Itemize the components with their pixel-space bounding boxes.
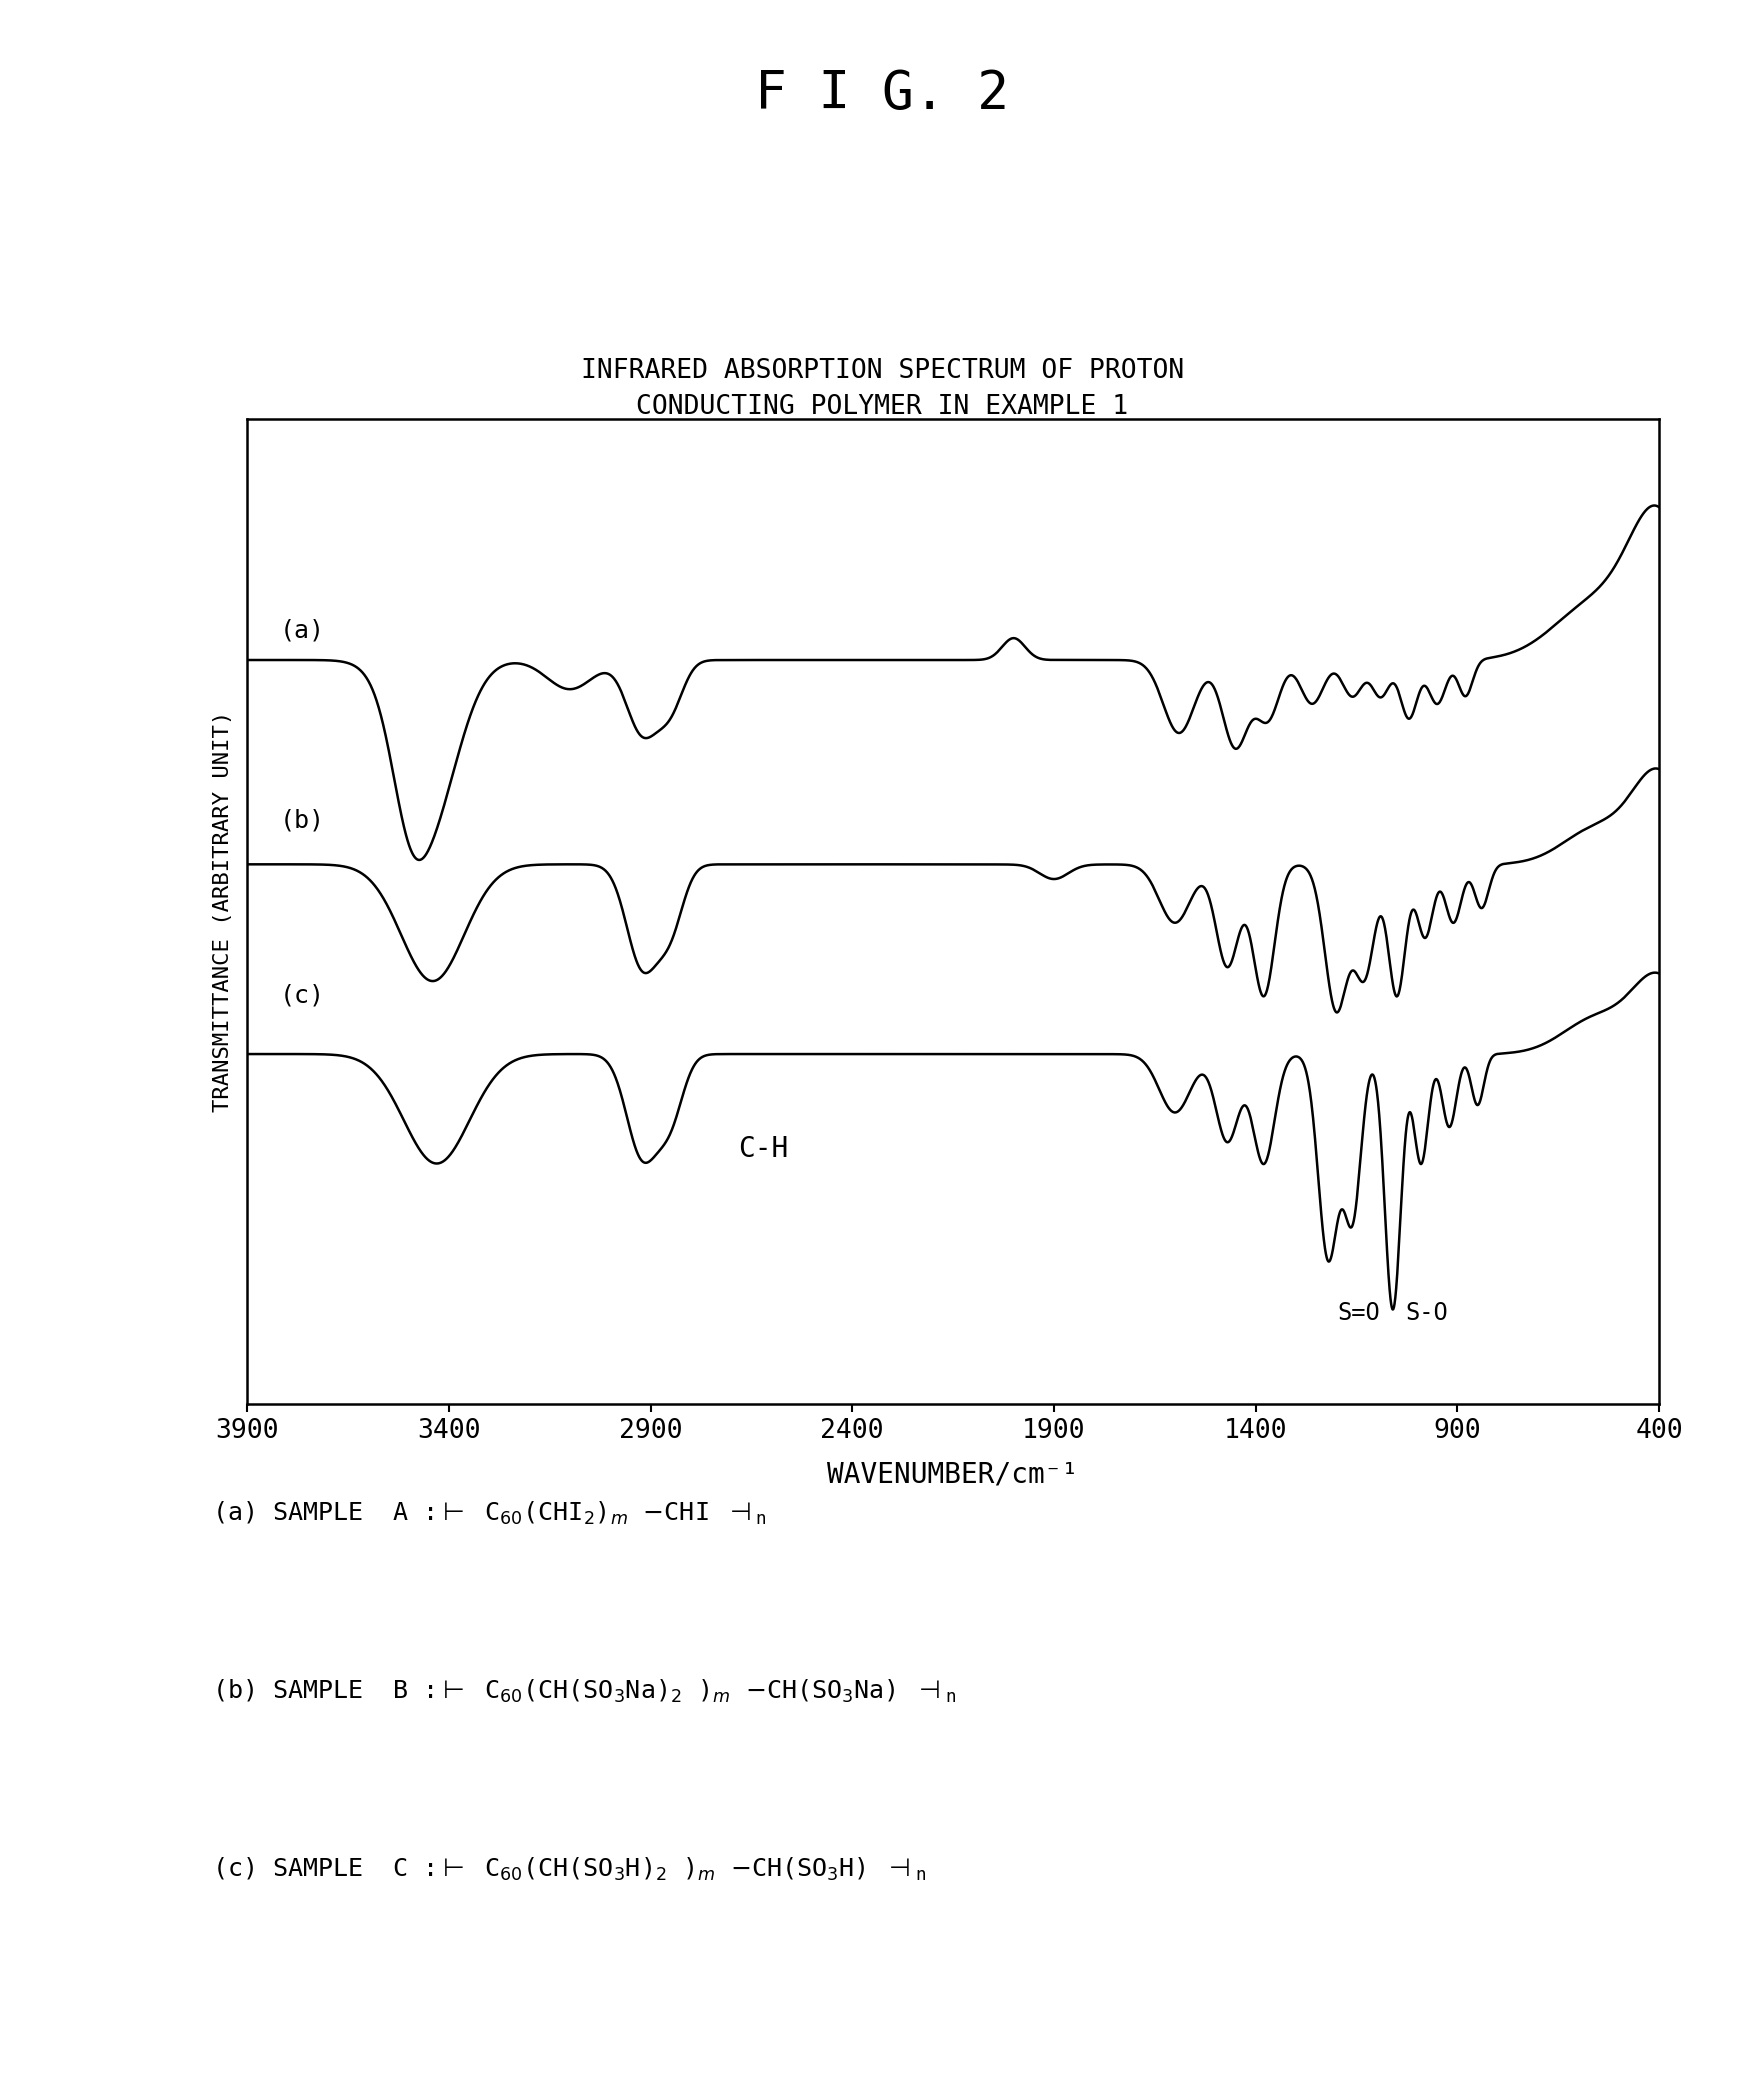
Text: S-O: S-O [1404,1302,1448,1325]
Text: INFRARED ABSORPTION SPECTRUM OF PROTON: INFRARED ABSORPTION SPECTRUM OF PROTON [580,358,1184,384]
Y-axis label: TRANSMITTANCE (ARBITRARY UNIT): TRANSMITTANCE (ARBITRARY UNIT) [213,711,233,1113]
Text: (a) SAMPLE  A :$\vdash$ C$_{60}$(CHI$_2$)$_m$ $-$CHI $\dashv_{\mathregular{n}}$: (a) SAMPLE A :$\vdash$ C$_{60}$(CHI$_2$)… [212,1501,766,1526]
Text: CONDUCTING POLYMER IN EXAMPLE 1: CONDUCTING POLYMER IN EXAMPLE 1 [637,394,1127,419]
Text: F I G. 2: F I G. 2 [755,69,1009,119]
Text: (b) SAMPLE  B :$\vdash$ C$_{60}$(CH(SO$_3$Na)$_2$ )$_m$ $-$CH(SO$_3$Na) $\dashv_: (b) SAMPLE B :$\vdash$ C$_{60}$(CH(SO$_3… [212,1679,956,1704]
Text: (c): (c) [279,983,325,1008]
Text: (c) SAMPLE  C :$\vdash$ C$_{60}$(CH(SO$_3$H)$_2$ )$_m$ $-$CH(SO$_3$H) $\dashv_{\: (c) SAMPLE C :$\vdash$ C$_{60}$(CH(SO$_3… [212,1857,926,1882]
Text: C-H: C-H [737,1134,789,1163]
X-axis label: WAVENUMBER/cm⁻¹: WAVENUMBER/cm⁻¹ [827,1461,1078,1488]
Text: (a): (a) [279,618,325,643]
Text: (b): (b) [279,809,325,832]
Text: S=O: S=O [1337,1302,1379,1325]
